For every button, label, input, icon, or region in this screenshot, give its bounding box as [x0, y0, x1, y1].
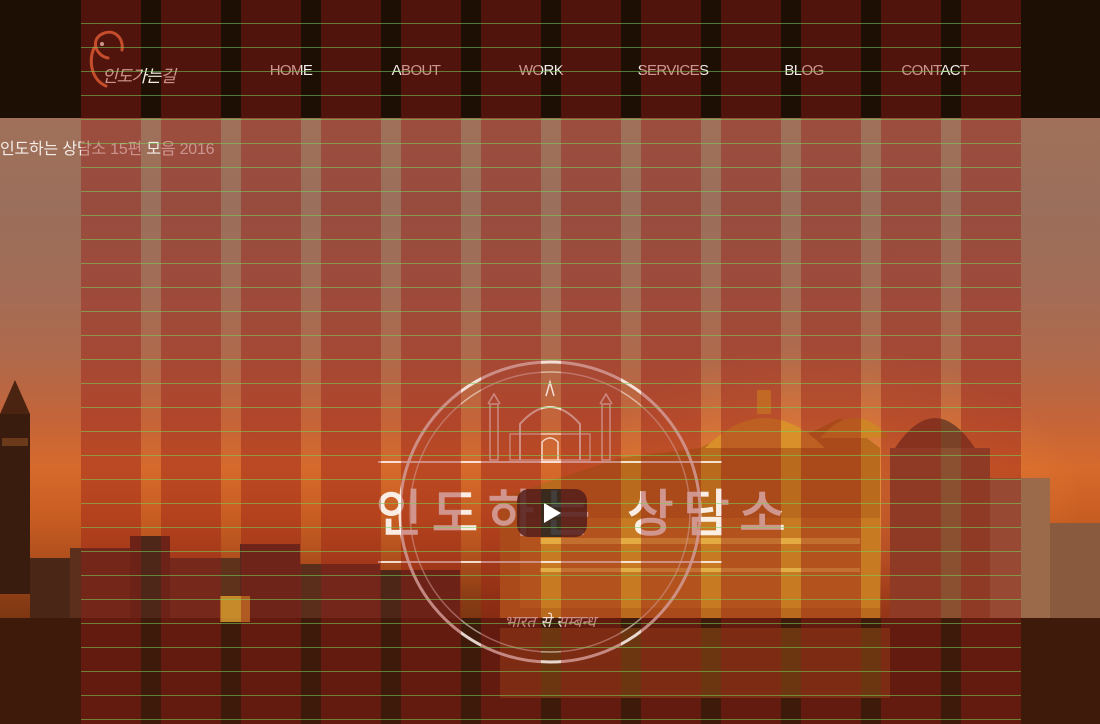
play-icon: [544, 503, 561, 523]
nav-services[interactable]: SERVICES: [637, 62, 709, 79]
play-button[interactable]: [517, 489, 587, 537]
nav-home[interactable]: HOME: [269, 62, 313, 79]
site-header: 인도가는길 HOME ABOUT WORK SERVICES BLOG CONT…: [0, 0, 1100, 118]
video-title[interactable]: 인도하는 상담소 15편 모음 2016: [0, 141, 215, 158]
hero-video[interactable]: 인도하는 상담소 15편 모음 2016 인도하는 상담소 भारत से सम…: [0, 118, 1100, 724]
nav-contact[interactable]: CONTACT: [901, 62, 969, 79]
nav-blog[interactable]: BLOG: [784, 62, 824, 79]
nav-work[interactable]: WORK: [518, 62, 564, 79]
emblem-subtitle: भारत से सम्बन्ध: [504, 612, 596, 631]
nav-about[interactable]: ABOUT: [391, 62, 441, 79]
main-nav: HOME ABOUT WORK SERVICES BLOG CONTACT: [0, 61, 1100, 81]
